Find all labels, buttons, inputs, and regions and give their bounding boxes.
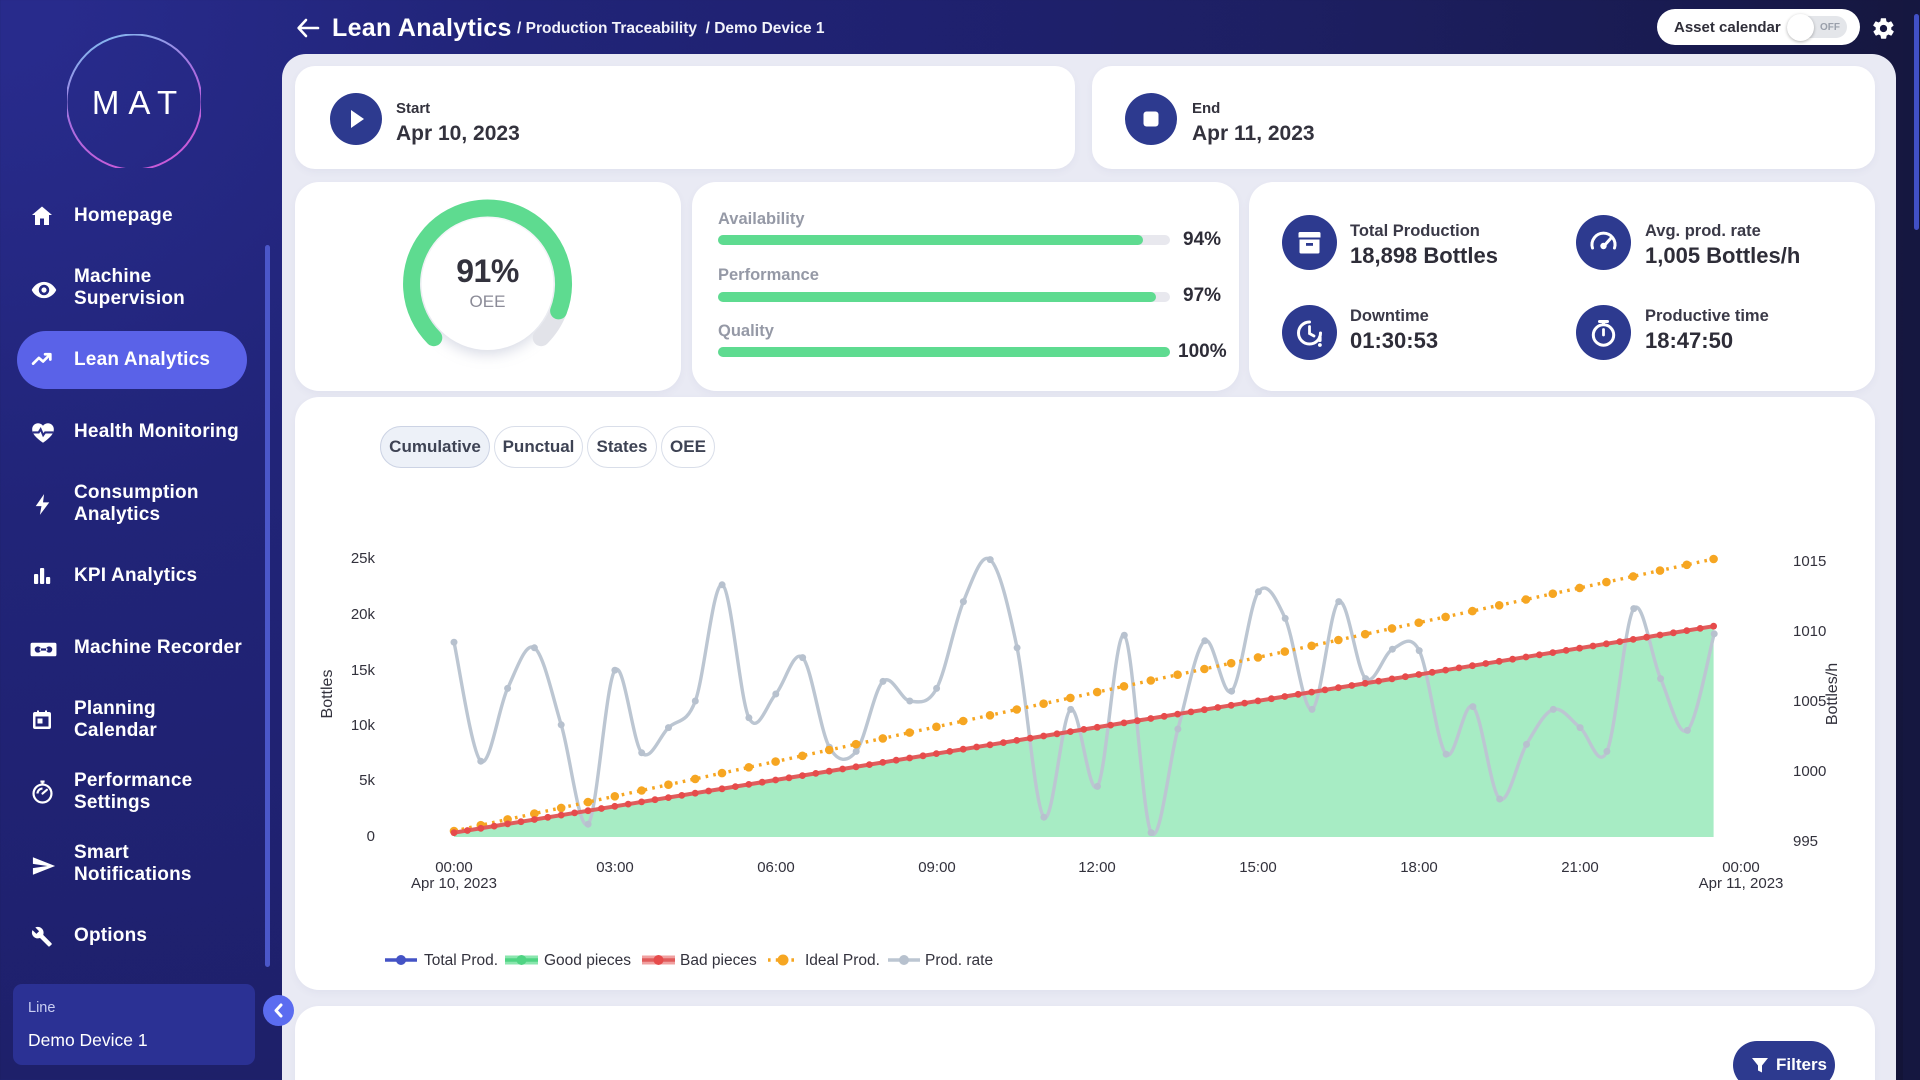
svg-text:Apr 10, 2023: Apr 10, 2023 — [411, 875, 497, 892]
svg-text:Apr 11, 2023: Apr 11, 2023 — [1699, 875, 1784, 892]
svg-text:Ideal Prod.: Ideal Prod. — [805, 952, 880, 969]
svg-text:15k: 15k — [351, 662, 376, 679]
svg-text:12:00: 12:00 — [1078, 859, 1116, 876]
svg-text:Bottles: Bottles — [319, 670, 336, 719]
svg-text:Prod. rate: Prod. rate — [925, 952, 993, 969]
svg-text:Bottles/h: Bottles/h — [1824, 663, 1841, 725]
svg-text:09:00: 09:00 — [918, 859, 956, 876]
svg-text:1005: 1005 — [1793, 693, 1826, 710]
svg-text:15:00: 15:00 — [1239, 859, 1277, 876]
svg-text:995: 995 — [1793, 833, 1818, 850]
svg-text:0: 0 — [367, 828, 375, 845]
svg-text:20k: 20k — [351, 606, 376, 623]
svg-text:21:00: 21:00 — [1561, 859, 1599, 876]
svg-text:MAT: MAT — [92, 84, 186, 121]
svg-text:Bad pieces: Bad pieces — [680, 952, 757, 969]
svg-text:1010: 1010 — [1793, 623, 1826, 640]
svg-text:00:00: 00:00 — [435, 859, 473, 876]
svg-text:5k: 5k — [359, 772, 375, 789]
svg-text:10k: 10k — [351, 717, 376, 734]
svg-text:1015: 1015 — [1793, 553, 1826, 570]
svg-text:1000: 1000 — [1793, 763, 1826, 780]
svg-text:03:00: 03:00 — [596, 859, 634, 876]
svg-text:06:00: 06:00 — [757, 859, 795, 876]
svg-text:18:00: 18:00 — [1400, 859, 1438, 876]
svg-text:Total Prod.: Total Prod. — [424, 952, 498, 969]
svg-text:Good pieces: Good pieces — [544, 952, 631, 969]
svg-text:25k: 25k — [351, 550, 376, 567]
svg-text:00:00: 00:00 — [1722, 859, 1760, 876]
